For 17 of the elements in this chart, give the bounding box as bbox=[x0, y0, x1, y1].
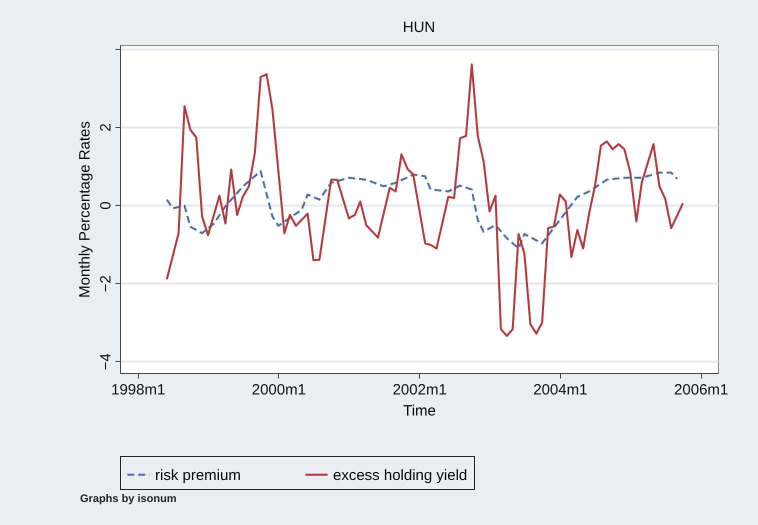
y-tick-label: 0 bbox=[98, 201, 114, 210]
line-series bbox=[166, 170, 678, 250]
chart-title: HUN bbox=[402, 19, 436, 36]
x-tick-label: 2004m1 bbox=[533, 382, 588, 398]
text: Graphs by isonum bbox=[80, 493, 177, 505]
x-tick-label: 2002m1 bbox=[392, 382, 447, 398]
y-tick-label: −4 bbox=[98, 353, 114, 370]
y-axis-title: Monthly Percentage Rates bbox=[76, 121, 94, 298]
x-axis-title: Time bbox=[403, 402, 436, 420]
y-tick-label: −2 bbox=[98, 275, 114, 292]
line-series bbox=[166, 64, 684, 337]
legend-label: excess holding yield bbox=[333, 466, 468, 484]
x-tick-label: 2006m1 bbox=[674, 382, 728, 398]
x-tick-label: 1998m1 bbox=[111, 382, 166, 398]
x-tick-label: 2000m1 bbox=[252, 382, 306, 398]
legend-label: risk premium bbox=[155, 466, 241, 484]
y-tick-label: 2 bbox=[98, 123, 114, 132]
